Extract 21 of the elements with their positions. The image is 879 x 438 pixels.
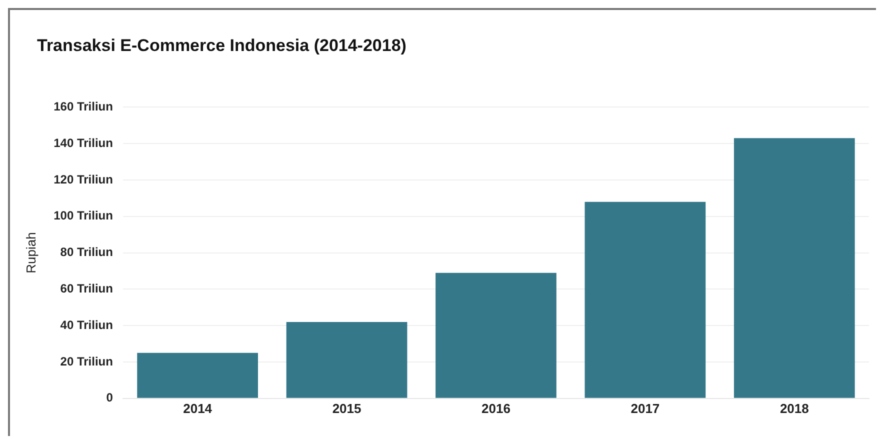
y-tick-label: 60 Triliun	[60, 282, 113, 296]
y-tick-label: 40 Triliun	[60, 318, 113, 332]
chart-title: Transaksi E-Commerce Indonesia (2014-2018)	[37, 36, 406, 56]
x-tick-label: 2016	[482, 400, 510, 416]
y-tick-label: 20 Triliun	[60, 354, 113, 368]
x-tick-label: 2018	[780, 400, 809, 416]
y-tick-label: 160 Triliun	[54, 100, 113, 114]
bar	[137, 352, 258, 398]
y-tick-label: 100 Triliun	[54, 208, 113, 223]
bar	[286, 322, 408, 398]
y-tick-label: 120 Triliun	[54, 172, 113, 186]
y-axis-title: Rupiah	[23, 232, 38, 274]
y-tick-label: 0	[106, 390, 114, 405]
bar	[436, 272, 556, 398]
y-tick-label: 140 Triliun	[54, 136, 113, 150]
y-tick-label: 80 Triliun	[60, 245, 113, 260]
bar	[734, 138, 855, 398]
x-tick-label: 2014	[183, 400, 213, 416]
x-tick-label: 2017	[630, 400, 660, 416]
bar	[584, 202, 706, 398]
x-tick-label: 2015	[332, 400, 362, 416]
